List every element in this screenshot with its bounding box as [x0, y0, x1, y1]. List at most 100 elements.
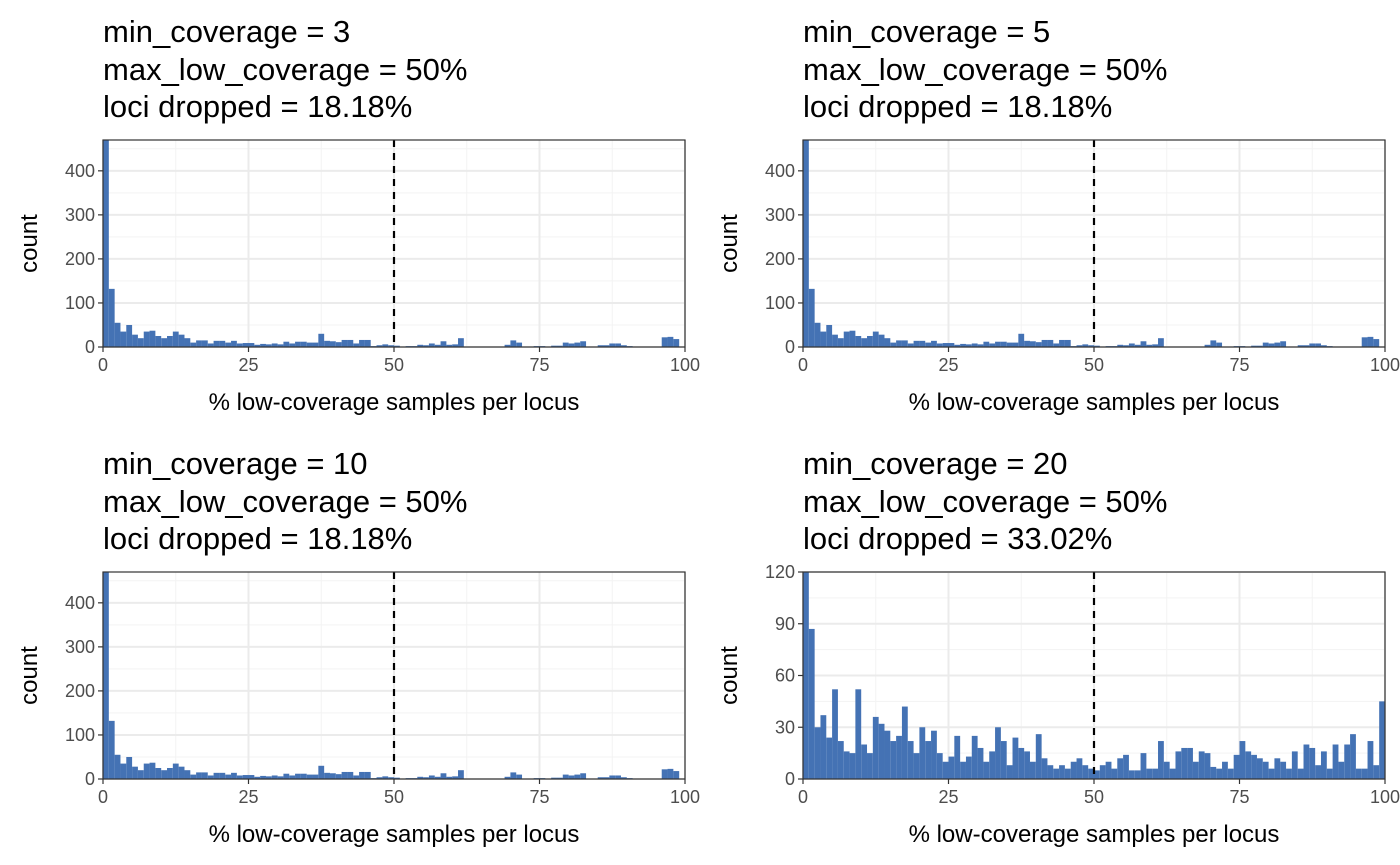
histogram-bar	[225, 342, 232, 347]
histogram-bar	[568, 775, 575, 779]
histogram-bar	[458, 338, 464, 347]
histogram-bar	[931, 730, 937, 779]
histogram-bar	[295, 773, 301, 779]
histogram-bar	[359, 771, 365, 779]
histogram-bar	[329, 341, 336, 347]
histogram-bar	[1146, 344, 1153, 347]
histogram-bar	[1029, 341, 1036, 347]
histogram-bar	[1099, 765, 1106, 779]
x-tick-label: 25	[238, 355, 258, 375]
histogram-bar	[936, 343, 943, 347]
histogram-bar	[1140, 341, 1147, 347]
x-tick-label: 50	[384, 787, 404, 807]
histogram-bar	[201, 340, 208, 347]
histogram-bar	[394, 777, 400, 779]
histogram-bar	[1239, 741, 1246, 779]
histogram-bar	[1012, 737, 1019, 779]
histogram-bar	[907, 741, 914, 779]
histogram-bar	[1192, 761, 1199, 779]
histogram-bar	[814, 322, 821, 347]
histogram-bar	[1018, 747, 1025, 779]
histogram-bar	[219, 340, 226, 347]
histogram-bar	[1251, 345, 1257, 347]
y-axis-title: count	[716, 214, 743, 273]
x-tick-label: 0	[798, 355, 808, 375]
histogram-bar	[1070, 761, 1077, 779]
histogram-bar	[132, 766, 138, 779]
histogram-bar	[1128, 343, 1135, 347]
histogram-bar	[1117, 758, 1124, 779]
histogram-bar	[1350, 734, 1356, 779]
histogram-bar	[231, 340, 237, 347]
bars-group	[803, 140, 1380, 347]
histogram-bar	[132, 334, 138, 347]
histogram-bar	[260, 775, 266, 779]
histogram-bar	[1094, 345, 1100, 347]
x-axis-title: % low-coverage samples per locus	[209, 389, 580, 416]
chart-3-title-line-1: min_coverage = 10	[103, 446, 368, 481]
histogram-bar	[329, 773, 336, 779]
y-tick-label: 400	[65, 161, 95, 181]
histogram-bar	[1291, 751, 1298, 779]
histogram-bar	[242, 775, 249, 779]
histogram-bar	[574, 774, 581, 779]
histogram-bar	[1140, 753, 1147, 779]
histogram-bar	[597, 777, 604, 779]
histogram-bar	[603, 777, 610, 779]
histogram-bar	[103, 140, 109, 347]
histogram-bar	[1320, 751, 1327, 779]
histogram-bar	[178, 334, 185, 347]
histogram-bar	[1355, 768, 1362, 779]
histogram-bar	[878, 334, 885, 347]
histogram-bar	[207, 343, 214, 347]
histogram-bar	[207, 775, 214, 779]
histogram-bar	[1123, 345, 1129, 347]
histogram-bar	[1128, 770, 1135, 779]
histogram-bar	[1373, 339, 1380, 347]
histogram-bar	[359, 339, 365, 347]
histogram-bar	[283, 773, 290, 779]
histogram-bar	[1262, 761, 1269, 779]
histogram-bar	[609, 775, 616, 779]
histogram-bar	[1076, 758, 1083, 779]
histogram-bar	[196, 772, 202, 779]
chart-2-title-line-1: min_coverage = 5	[803, 14, 1050, 49]
histogram-bar	[1297, 768, 1304, 779]
histogram-bar	[1210, 766, 1217, 779]
histogram-bar	[931, 340, 937, 347]
histogram-bar	[1286, 768, 1292, 779]
histogram-bar	[913, 340, 920, 347]
histogram-bar	[849, 753, 856, 779]
histogram-bar	[248, 775, 255, 779]
histogram-bar	[661, 769, 668, 779]
histogram-bar	[890, 342, 897, 347]
bars-group	[103, 140, 680, 347]
bars-group	[803, 572, 1385, 779]
histogram-bar	[265, 344, 272, 347]
histogram-bar	[335, 774, 342, 779]
histogram-bar	[603, 345, 610, 347]
histogram-bar	[300, 773, 307, 779]
histogram-bar	[283, 341, 290, 347]
histogram-bar	[1210, 340, 1217, 347]
chart-3-title-line-3: loci dropped = 18.18%	[103, 521, 412, 556]
histogram-bar	[440, 341, 447, 347]
histogram-bar	[803, 572, 809, 779]
histogram-bar	[126, 756, 133, 779]
y-tick-label: 120	[765, 562, 795, 582]
histogram-bar	[896, 340, 902, 347]
histogram-bar	[1251, 754, 1257, 779]
histogram-bar	[1344, 744, 1351, 779]
histogram-bar	[1094, 770, 1100, 779]
histogram-bar	[1379, 701, 1385, 779]
chart-1-title-line-1: min_coverage = 3	[103, 14, 350, 49]
histogram-bar	[1309, 343, 1316, 347]
chart-2-title-line-2: max_low_coverage = 50%	[803, 52, 1167, 87]
histogram-bar	[855, 689, 862, 779]
histogram-bar	[213, 772, 220, 779]
histogram-bar	[1216, 342, 1223, 347]
histogram-bar	[609, 343, 616, 347]
histogram-bar	[1315, 343, 1321, 347]
histogram-bar	[312, 774, 319, 779]
